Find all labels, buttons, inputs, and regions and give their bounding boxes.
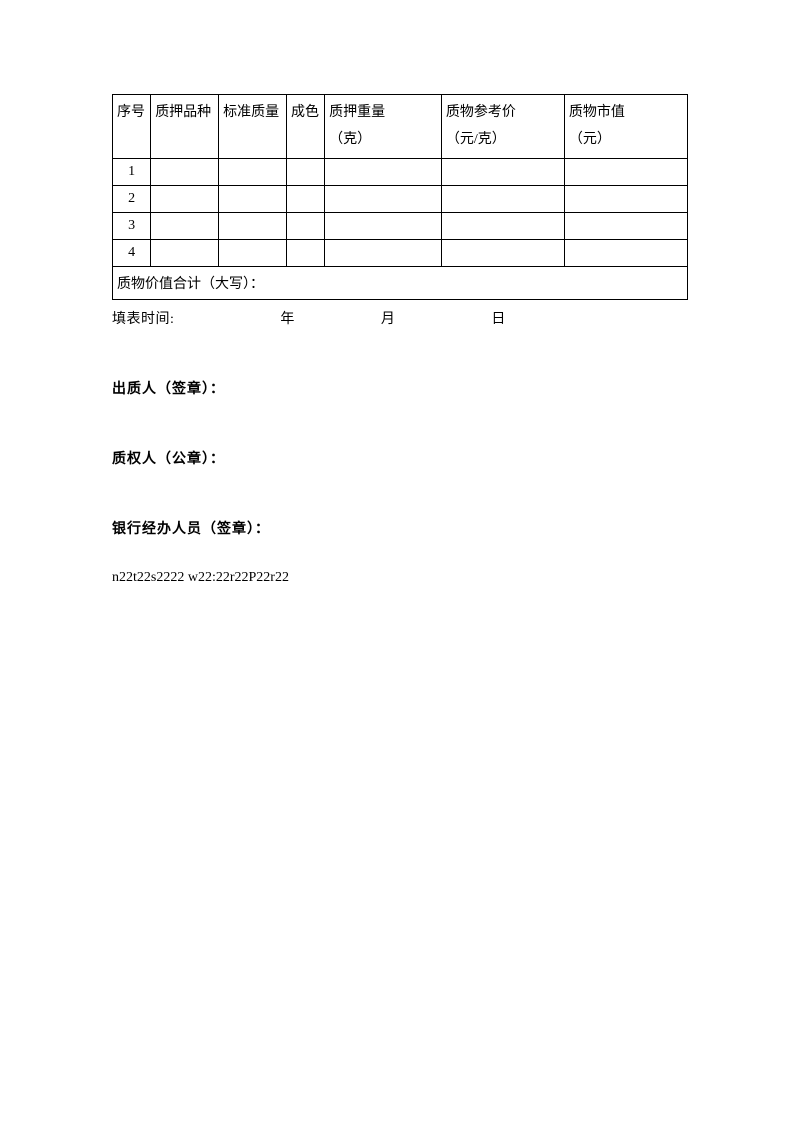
header-refprice-line1: 质物参考价 [446, 105, 516, 120]
header-refprice: 质物参考价 （元/克） [441, 95, 564, 159]
table-row: 2 [113, 186, 688, 213]
cell-purity [286, 159, 324, 186]
header-refprice-line2: （元/克） [446, 132, 506, 147]
header-quality: 标准质量 [219, 95, 287, 159]
cell-market [564, 213, 687, 240]
header-seq: 序号 [113, 95, 151, 159]
cell-refprice [441, 159, 564, 186]
cell-refprice [441, 240, 564, 267]
cell-market [564, 159, 687, 186]
header-market: 质物市值 （元） [564, 95, 687, 159]
bank-staff-signature: 银行经办人员（签章）： [112, 518, 688, 538]
date-line: 填表时间: 年 月 日 [112, 308, 688, 328]
header-weight-line1: 质押重量 [329, 105, 385, 120]
date-label: 填表时间: [112, 312, 174, 327]
signature-block: 出质人（签章）： 质权人（公章）： 银行经办人员（签章）： [112, 378, 688, 538]
date-year: 年 [280, 312, 295, 327]
cell-seq: 4 [113, 240, 151, 267]
cell-purity [286, 240, 324, 267]
pledgee-signature: 质权人（公章）： [112, 448, 688, 468]
table-row: 1 [113, 159, 688, 186]
cell-seq: 1 [113, 159, 151, 186]
cell-type [151, 213, 219, 240]
header-market-line2: （元） [569, 132, 611, 147]
table-row: 4 [113, 240, 688, 267]
total-label: 质物价值合计（大写）： [113, 267, 688, 300]
cell-market [564, 240, 687, 267]
cell-purity [286, 186, 324, 213]
cell-market [564, 186, 687, 213]
cell-weight [325, 213, 442, 240]
cell-weight [325, 159, 442, 186]
header-market-line1: 质物市值 [569, 105, 625, 120]
header-weight-line2: （克） [329, 132, 371, 147]
cell-quality [219, 159, 287, 186]
table-total-row: 质物价值合计（大写）： [113, 267, 688, 300]
cell-purity [286, 213, 324, 240]
cell-refprice [441, 186, 564, 213]
cell-quality [219, 240, 287, 267]
cell-quality [219, 186, 287, 213]
pledgor-signature: 出质人（签章）： [112, 378, 688, 398]
header-purity: 成色 [286, 95, 324, 159]
cell-type [151, 159, 219, 186]
cell-type [151, 240, 219, 267]
pledge-table: 序号 质押品种 标准质量 成色 质押重量 （克） 质物参考价 （元/克） 质物市… [112, 94, 688, 300]
cell-weight [325, 240, 442, 267]
cell-weight [325, 186, 442, 213]
date-month: 月 [381, 312, 396, 327]
header-weight: 质押重量 （克） [325, 95, 442, 159]
cell-seq: 3 [113, 213, 151, 240]
cell-seq: 2 [113, 186, 151, 213]
date-day: 日 [491, 312, 506, 327]
cell-quality [219, 213, 287, 240]
table-row: 3 [113, 213, 688, 240]
header-type: 质押品种 [151, 95, 219, 159]
cell-type [151, 186, 219, 213]
table-header-row: 序号 质押品种 标准质量 成色 质押重量 （克） 质物参考价 （元/克） 质物市… [113, 95, 688, 159]
footer-code: n22t22s2222 w22:22r22P22r22 [112, 570, 688, 586]
cell-refprice [441, 213, 564, 240]
